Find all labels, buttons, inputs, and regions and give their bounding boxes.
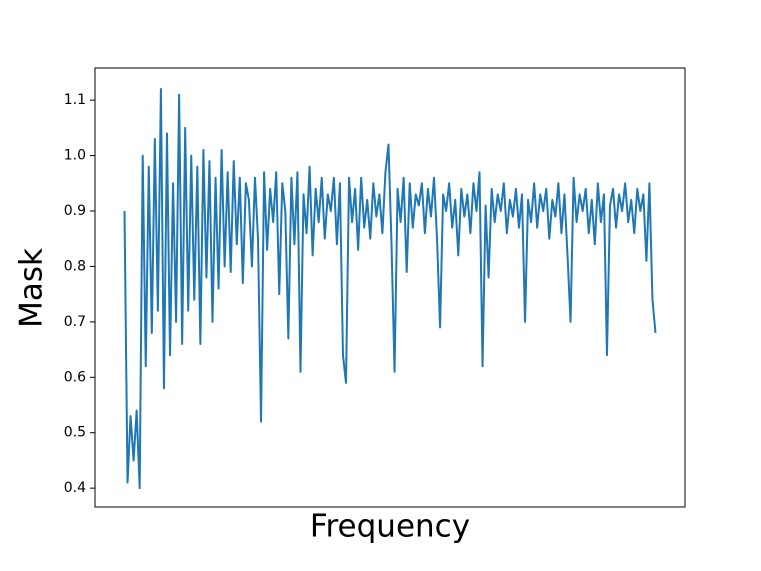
data-line [123,88,657,490]
plot-frame [94,67,686,508]
y-tick-label: 0.7 [64,314,86,330]
y-axis-label: Mask [14,248,50,328]
y-tick-label: 0.9 [64,203,86,219]
y-tick-label: 0.5 [64,425,86,441]
y-tick-label: 1.1 [64,92,86,108]
x-axis-label: Frequency [310,509,470,545]
y-tick-label: 0.6 [64,369,86,385]
y-tick-label: 0.4 [64,480,86,496]
y-tick-label: 0.8 [64,258,86,274]
y-tick-label: 1.0 [64,148,86,164]
